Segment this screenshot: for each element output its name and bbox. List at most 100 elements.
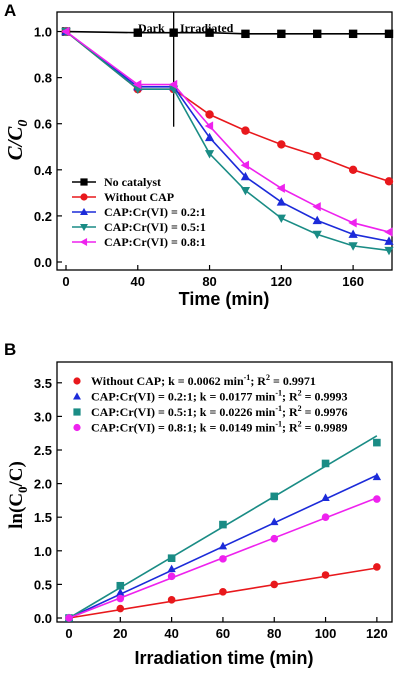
data-point — [167, 596, 176, 604]
data-point — [65, 614, 73, 622]
y-tick-label: 1.0 — [34, 25, 52, 40]
x-tick-label: 160 — [342, 274, 364, 289]
legend-label-r2sup: 2 — [298, 389, 302, 398]
panel-a-series — [61, 26, 394, 256]
panel-b-ylabel: ln(C0/C) — [6, 461, 30, 529]
y-tick-label: 1.0 — [34, 544, 52, 559]
legend-marker — [80, 178, 88, 186]
data-point — [384, 29, 394, 39]
data-point — [373, 495, 381, 503]
y-tick-label: 0.0 — [34, 255, 52, 270]
legend-label-r2sup: 2 — [266, 373, 270, 382]
legend-label-r2val: = 0.9993 — [302, 390, 348, 404]
y-tick-label: 0.4 — [34, 163, 53, 178]
x-tick-label: 100 — [315, 626, 337, 641]
y-tick-label: 0.2 — [34, 209, 52, 224]
legend-label: CAP:Cr(VI) = 0.2:1; k = 0.0177 min-1; R2… — [91, 389, 348, 404]
panel-b-ylabel-sub: 0 — [15, 486, 30, 493]
data-point — [348, 242, 358, 251]
data-point — [240, 186, 251, 196]
data-point — [241, 126, 250, 135]
x-tick-label: 20 — [113, 626, 127, 641]
legend-marker — [80, 223, 88, 232]
data-point — [348, 29, 358, 39]
legend-label-main: CAP:Cr(VI) = 0.2:1; k = 0.0177 min — [91, 390, 276, 404]
legend-marker — [80, 193, 88, 201]
data-point — [219, 555, 227, 563]
y-tick-label: 3.5 — [34, 376, 52, 391]
y-tick-label: 0.8 — [34, 71, 52, 86]
panel-a-ylabel-main: C/C — [3, 126, 27, 161]
legend-label-r: ; R — [282, 421, 298, 435]
panel-b-ylabel-tail: /C) — [6, 461, 27, 487]
data-point — [373, 438, 381, 447]
data-point — [204, 150, 215, 159]
panel-b-xlabel: Irradiation time (min) — [134, 648, 313, 668]
legend-label: CAP:Cr(VI) = 0.8:1 — [104, 235, 206, 249]
x-tick-label: 40 — [131, 274, 145, 289]
legend-marker — [73, 392, 81, 400]
data-point — [168, 79, 178, 90]
data-point — [116, 588, 125, 596]
data-point — [167, 572, 176, 581]
data-point — [321, 571, 330, 579]
legend-label-r: ; R — [250, 374, 266, 388]
x-tick-label: 80 — [202, 274, 216, 289]
panel-a-ylabel-sub: 0 — [16, 120, 31, 127]
data-point — [321, 513, 330, 521]
data-point — [205, 110, 214, 119]
y-tick-label: 1.5 — [34, 510, 52, 525]
data-point — [277, 140, 286, 149]
data-point — [373, 563, 381, 571]
data-point — [321, 459, 330, 468]
data-point — [218, 541, 228, 550]
panel-b-frame — [56, 361, 393, 623]
legend-label-r2sup: 2 — [298, 404, 302, 413]
legend-label: CAP:Cr(VI) = 0.2:1 — [104, 205, 206, 219]
legend-label-r2val: = 0.9971 — [270, 374, 316, 388]
data-point — [240, 171, 251, 181]
data-point — [348, 165, 358, 175]
legend-label-main: CAP:Cr(VI) = 0.5:1; k = 0.0226 min — [91, 405, 276, 419]
y-tick-label: 0.5 — [34, 577, 52, 592]
x-tick-label: 80 — [267, 626, 281, 641]
legend-label-sup: -1 — [244, 373, 251, 382]
data-point — [384, 227, 393, 237]
y-tick-label: 0.0 — [34, 611, 52, 626]
data-point — [270, 580, 279, 589]
x-tick-label: 120 — [270, 274, 292, 289]
data-point — [270, 534, 279, 543]
panel-a-axes: 0 40 80 120 160 0.0 0.2 0.4 0.6 0.8 1.0 — [34, 12, 364, 289]
legend-label-main: CAP:Cr(VI) = 0.8:1; k = 0.0149 min — [91, 421, 276, 435]
legend-label: Without CAP — [104, 190, 174, 204]
data-point — [205, 28, 214, 37]
series-line — [65, 30, 390, 183]
legend-marker — [73, 408, 81, 416]
legend-label-r: ; R — [282, 405, 298, 419]
data-point — [169, 28, 178, 37]
legend-marker — [79, 238, 88, 246]
legend-label: CAP:Cr(VI) = 0.5:1; k = 0.0226 min-1; R2… — [91, 404, 348, 419]
data-point — [384, 177, 394, 186]
legend-marker — [73, 377, 81, 385]
x-tick-label: 0 — [65, 626, 72, 641]
data-point — [219, 587, 227, 596]
panel-a-xlabel: Time (min) — [179, 289, 270, 309]
data-point — [270, 517, 279, 526]
data-point — [277, 29, 286, 39]
annotation-irradiated: Irradiated — [180, 21, 234, 35]
data-point — [133, 28, 142, 37]
legend-label-sup: -1 — [275, 389, 282, 398]
data-point — [313, 151, 322, 161]
y-tick-label: 2.0 — [34, 477, 52, 492]
legend-label-r2sup: 2 — [298, 420, 302, 429]
panel-b-series — [64, 435, 382, 622]
y-tick-label: 0.6 — [34, 117, 52, 132]
data-point — [116, 594, 125, 603]
data-point — [116, 604, 125, 613]
y-tick-label: 3.0 — [34, 409, 52, 424]
panel-b-legend: Without CAP; k = 0.0062 min-1; R2 = 0.99… — [73, 373, 348, 435]
data-point — [313, 29, 322, 39]
annotation-dark: Dark — [138, 21, 165, 35]
